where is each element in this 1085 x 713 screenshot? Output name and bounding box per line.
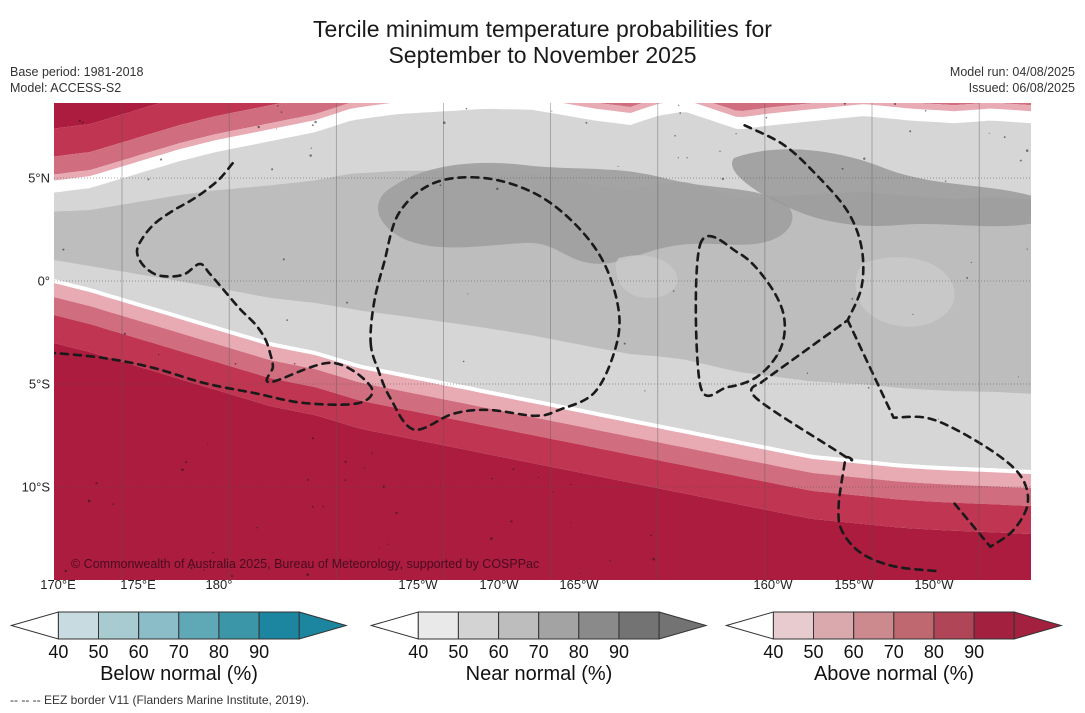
svg-text:40: 40 <box>48 642 68 660</box>
svg-text:80: 80 <box>569 642 589 660</box>
svg-text:50: 50 <box>448 642 468 660</box>
svg-text:80: 80 <box>209 642 229 660</box>
svg-text:60: 60 <box>844 642 864 660</box>
svg-text:90: 90 <box>964 642 984 660</box>
svg-text:40: 40 <box>763 642 783 660</box>
svg-text:50: 50 <box>88 642 108 660</box>
svg-text:60: 60 <box>129 642 149 660</box>
svg-text:90: 90 <box>609 642 629 660</box>
svg-text:80: 80 <box>924 642 944 660</box>
svg-text:70: 70 <box>169 642 189 660</box>
svg-text:90: 90 <box>249 642 269 660</box>
svg-text:70: 70 <box>884 642 904 660</box>
svg-text:50: 50 <box>803 642 823 660</box>
svg-text:70: 70 <box>529 642 549 660</box>
svg-text:40: 40 <box>408 642 428 660</box>
svg-text:60: 60 <box>489 642 509 660</box>
